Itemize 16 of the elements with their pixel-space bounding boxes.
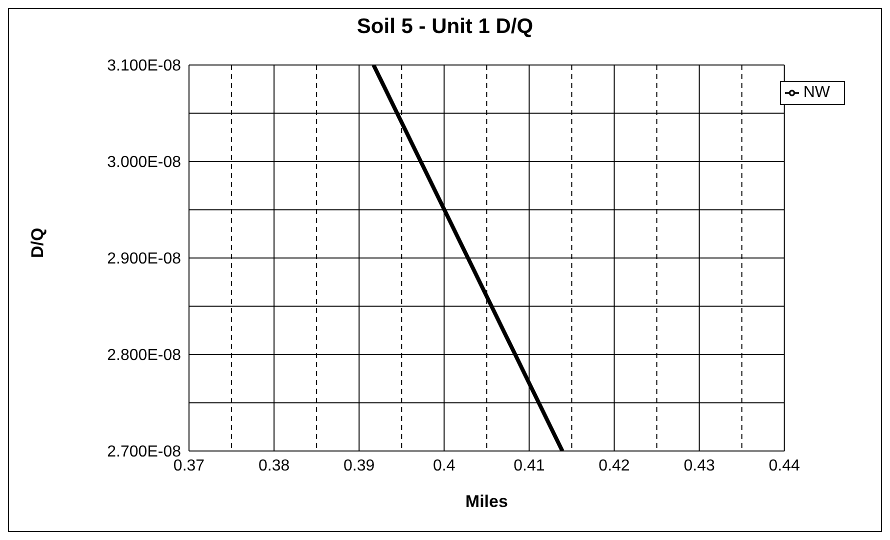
y-tick-label: 2.900E-08 [107, 250, 182, 268]
x-tick-label: 0.43 [684, 457, 715, 474]
y-axis-title: D/Q [28, 228, 48, 258]
x-tick-label: 0.41 [514, 457, 545, 474]
x-tick-label: 0.42 [598, 457, 630, 474]
y-tick-label: 2.800E-08 [107, 347, 182, 364]
x-tick-label: 0.39 [344, 457, 375, 474]
y-tick-label: 3.100E-08 [107, 58, 182, 75]
legend-label: NW [803, 84, 830, 101]
x-tick-label: 0.44 [768, 457, 800, 474]
x-tick-label: 0.38 [258, 457, 290, 474]
x-axis-title: Miles [465, 492, 508, 511]
y-tick-label: 3.000E-08 [107, 154, 182, 172]
x-tick-label: 0.37 [173, 457, 205, 474]
x-tick-label: 0.4 [433, 457, 456, 474]
chart-title: Soil 5 - Unit 1 D/Q [356, 15, 534, 39]
